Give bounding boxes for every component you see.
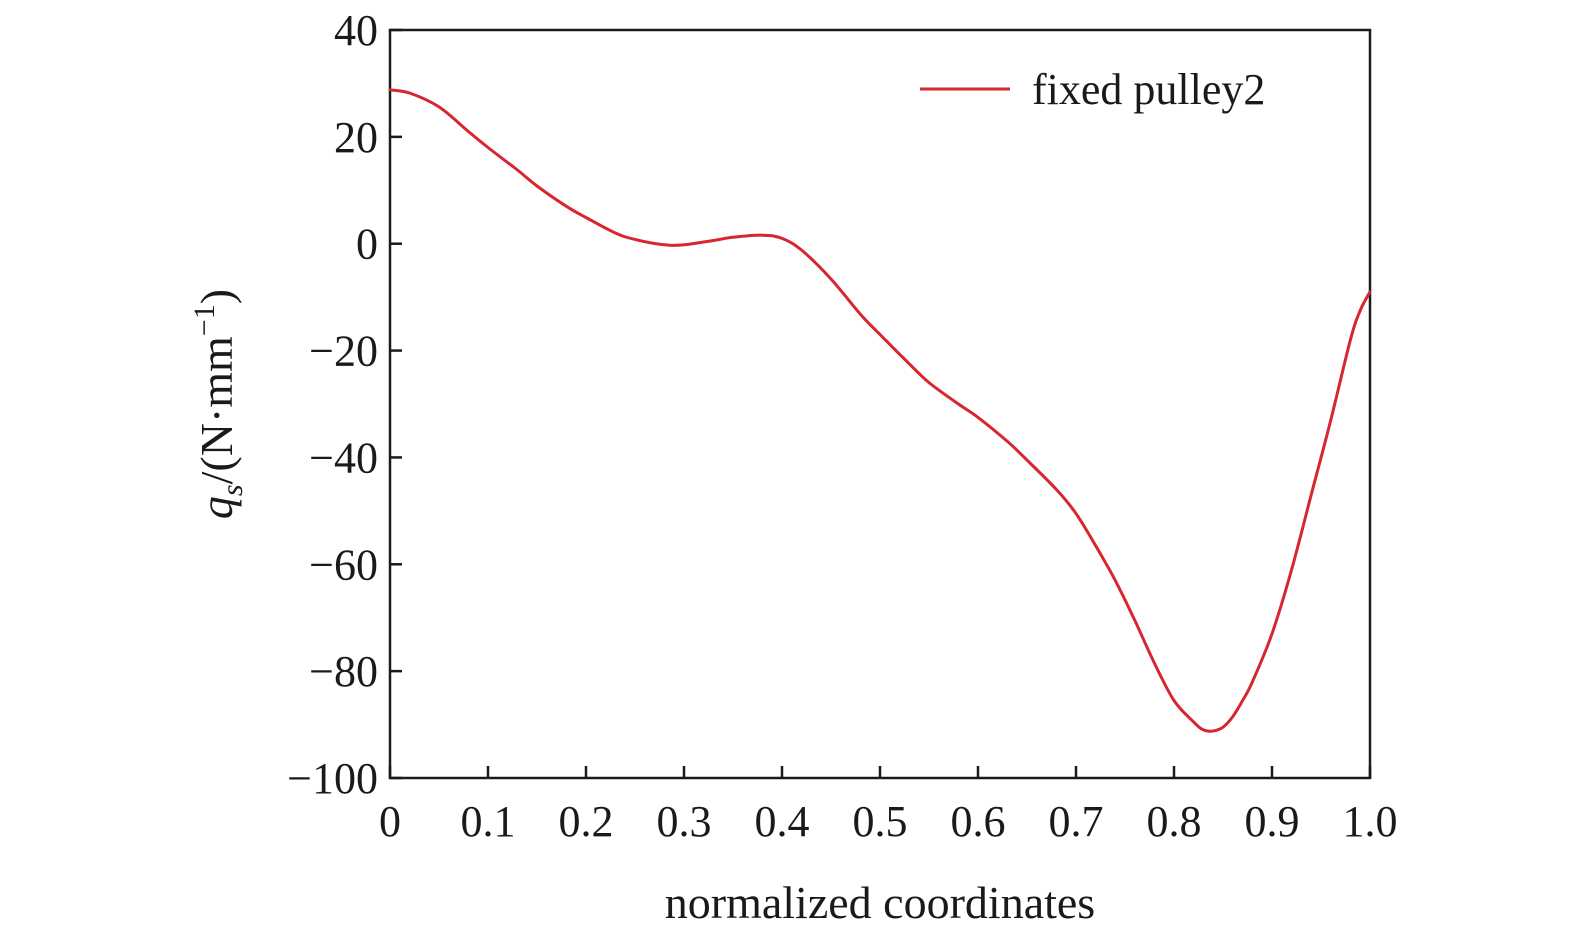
y-tick-label: 20 <box>334 113 378 162</box>
x-tick-label: 1.0 <box>1343 797 1398 846</box>
x-tick-label: 0.9 <box>1245 797 1300 846</box>
y-axis-label-symbol: q <box>191 496 242 519</box>
y-tick-label: −100 <box>287 754 378 803</box>
x-tick-label: 0 <box>379 797 401 846</box>
x-tick-label: 0.2 <box>559 797 614 846</box>
x-tick-label: 0.3 <box>657 797 712 846</box>
x-tick-label: 0.8 <box>1147 797 1202 846</box>
y-axis-label: qs/(N·mm−1) <box>188 289 249 519</box>
x-tick-label: 0.6 <box>951 797 1006 846</box>
x-tick-label: 0.5 <box>853 797 908 846</box>
y-tick-label: −80 <box>309 647 378 696</box>
y-axis-label-unit: /(N·mm <box>191 336 242 484</box>
series-layer <box>388 88 1372 733</box>
x-tick-label: 0.4 <box>755 797 810 846</box>
legend: fixed pulley2 <box>920 65 1265 114</box>
y-tick-label: −40 <box>309 433 378 482</box>
x-tick-label: 0.1 <box>461 797 516 846</box>
y-tick-label: −60 <box>309 540 378 589</box>
x-tick-label: 0.7 <box>1049 797 1104 846</box>
series-line-fixed-pulley2 <box>388 88 1372 733</box>
y-axis-label-subscript: s <box>216 484 249 496</box>
y-tick-label: 40 <box>334 6 378 55</box>
y-tick-label: 0 <box>356 220 378 269</box>
y-axis-ticks: 40 20 0 −20 −40 −60 −80 −100 <box>287 6 402 803</box>
plot-area-frame <box>388 28 1372 780</box>
y-axis-label-close: ) <box>191 289 242 304</box>
y-tick-label: −20 <box>309 327 378 376</box>
x-axis-label: normalized coordinates <box>665 877 1095 928</box>
y-axis-label-exponent: −1 <box>188 304 221 336</box>
x-axis-ticks: 0 0.1 0.2 0.3 0.4 0.5 0.6 0.7 0.8 0.9 1.0 <box>379 766 1398 846</box>
legend-label-fixed-pulley2: fixed pulley2 <box>1032 65 1265 114</box>
